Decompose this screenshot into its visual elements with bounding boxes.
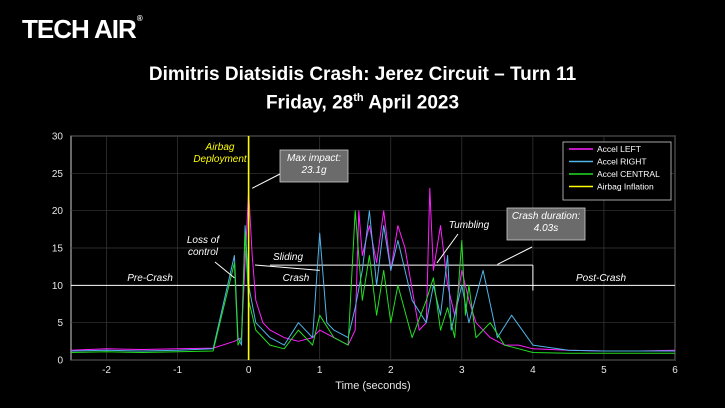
tumbling-arrow — [436, 233, 459, 264]
y-tick-label: 5 — [57, 318, 63, 329]
legend-label-accel-central: Accel CENTRAL — [597, 169, 660, 179]
annotations: Airbag Deployment Max impact: 23.1g Loss of c… — [127, 142, 626, 284]
series-line-accel-right — [70, 210, 675, 352]
x-tick-label: 3 — [459, 365, 465, 376]
x-tick-label: 0 — [246, 365, 252, 376]
x-axis-label: Time (seconds) — [335, 380, 410, 392]
x-tick-label: 4 — [530, 365, 536, 376]
annotation-box-crash-duration — [506, 207, 586, 241]
annotation-box-max-impact — [279, 149, 349, 183]
legend-label-accel-left: Accel LEFT — [597, 144, 641, 154]
y-tick-label: 20 — [52, 206, 64, 217]
ticks: -2 -1 0 1 2 3 4 5 6 0 5 10 15 20 25 30 — [52, 132, 678, 377]
annotation-crash: Crash — [283, 273, 310, 284]
annotation-sliding: Sliding — [273, 252, 303, 263]
x-tick-label: 1 — [317, 365, 323, 376]
x-tick-label: -1 — [173, 365, 182, 376]
series-line-accel-central — [70, 210, 675, 354]
chart-title: Dimitris Diatsidis Crash: Jerez Circuit … — [148, 64, 577, 85]
y-tick-label: 0 — [57, 356, 63, 367]
crash-duration-arrow — [497, 246, 533, 265]
legend-label-accel-right: Accel RIGHT — [597, 157, 647, 167]
y-tick-label: 10 — [52, 281, 64, 292]
techair-logo: TECH AIR® — [22, 14, 143, 44]
annotation-loss-of-control: Loss of control — [187, 235, 220, 258]
legend: Accel LEFT Accel RIGHT Accel CENTRAL Airbag… — [562, 141, 672, 201]
annotation-airbag-deployment: Airbag Deployment — [193, 142, 248, 165]
annotation-crash-duration: Crash duration: 4.03s — [512, 211, 581, 234]
y-tick-label: 15 — [52, 244, 64, 255]
y-tick-label: 30 — [52, 132, 64, 143]
loss-of-control-arrow — [214, 261, 235, 279]
annotation-tumbling: Tumbling — [449, 220, 490, 231]
chart-subtitle: Friday, 28th April 2023 — [265, 92, 460, 114]
annotation-post-crash: Post-Crash — [576, 273, 626, 284]
legend-label-airbag-inflation: Airbag Inflation — [597, 182, 654, 192]
annotation-max-impact: Max impact: 23.1g — [287, 153, 341, 176]
annotation-pre-crash: Pre-Crash — [127, 273, 173, 284]
x-tick-label: 5 — [601, 365, 607, 376]
sliding-arrow — [254, 264, 320, 271]
series-line-accel-left — [70, 187, 676, 352]
legend-box — [562, 141, 672, 201]
series-lines — [70, 136, 676, 360]
x-tick-label: -2 — [102, 365, 111, 376]
x-tick-label: 2 — [388, 365, 394, 376]
max-impact-arrow — [251, 173, 281, 189]
y-tick-label: 25 — [52, 169, 64, 180]
x-tick-label: 6 — [672, 365, 678, 376]
